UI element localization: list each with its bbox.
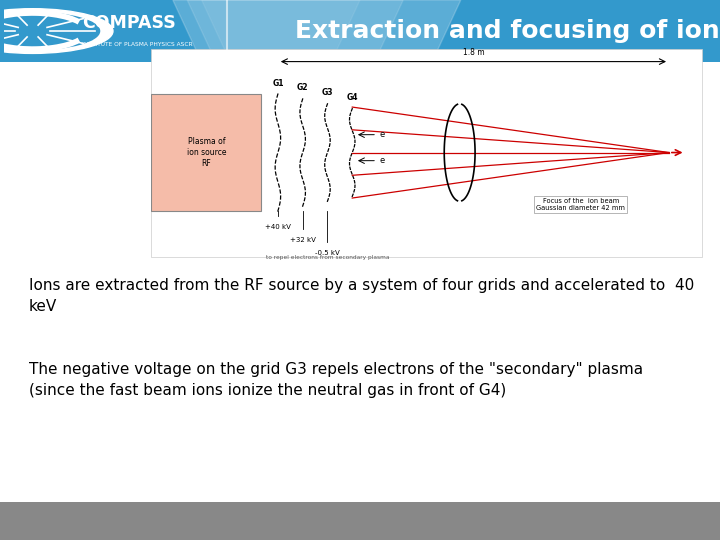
Text: G2: G2 bbox=[297, 84, 308, 92]
Circle shape bbox=[0, 12, 99, 50]
Text: Focus of the  ion beam
Gaussian diameter 42 mm: Focus of the ion beam Gaussian diameter … bbox=[536, 198, 625, 211]
Text: Plasma of: Plasma of bbox=[187, 137, 225, 146]
Bar bbox=[151, 49, 702, 256]
Text: G3: G3 bbox=[322, 89, 333, 97]
Text: e: e bbox=[380, 130, 385, 139]
Text: COMPASS: COMPASS bbox=[82, 14, 176, 32]
Text: INSTITUTE OF PLASMA PHYSICS ASCR: INSTITUTE OF PLASMA PHYSICS ASCR bbox=[82, 42, 192, 47]
Text: to repel electrons from secondary plasma: to repel electrons from secondary plasma bbox=[266, 255, 390, 260]
Polygon shape bbox=[202, 0, 360, 62]
Text: The negative voltage on the grid G3 repels electrons of the "secondary" plasma
(: The negative voltage on the grid G3 repe… bbox=[29, 362, 643, 398]
Text: +32 kV: +32 kV bbox=[289, 237, 315, 243]
Bar bbox=[0, 502, 720, 540]
Text: e: e bbox=[380, 156, 385, 165]
Bar bbox=[151, 94, 261, 211]
Bar bbox=[0, 0, 720, 62]
Polygon shape bbox=[173, 0, 461, 62]
Circle shape bbox=[0, 9, 113, 53]
Text: +40 kV: +40 kV bbox=[265, 224, 291, 230]
Text: G1: G1 bbox=[272, 79, 284, 87]
Text: -0.5 kV: -0.5 kV bbox=[315, 250, 340, 256]
Text: RF: RF bbox=[202, 159, 211, 168]
Text: Extraction and focusing of ions: Extraction and focusing of ions bbox=[295, 19, 720, 43]
Text: Ions are extracted from the RF source by a system of four grids and accelerated : Ions are extracted from the RF source by… bbox=[29, 278, 694, 314]
Text: ion source: ion source bbox=[186, 148, 226, 157]
Text: 1.8 m: 1.8 m bbox=[463, 48, 485, 57]
Text: G4: G4 bbox=[346, 93, 358, 102]
Polygon shape bbox=[187, 0, 403, 62]
